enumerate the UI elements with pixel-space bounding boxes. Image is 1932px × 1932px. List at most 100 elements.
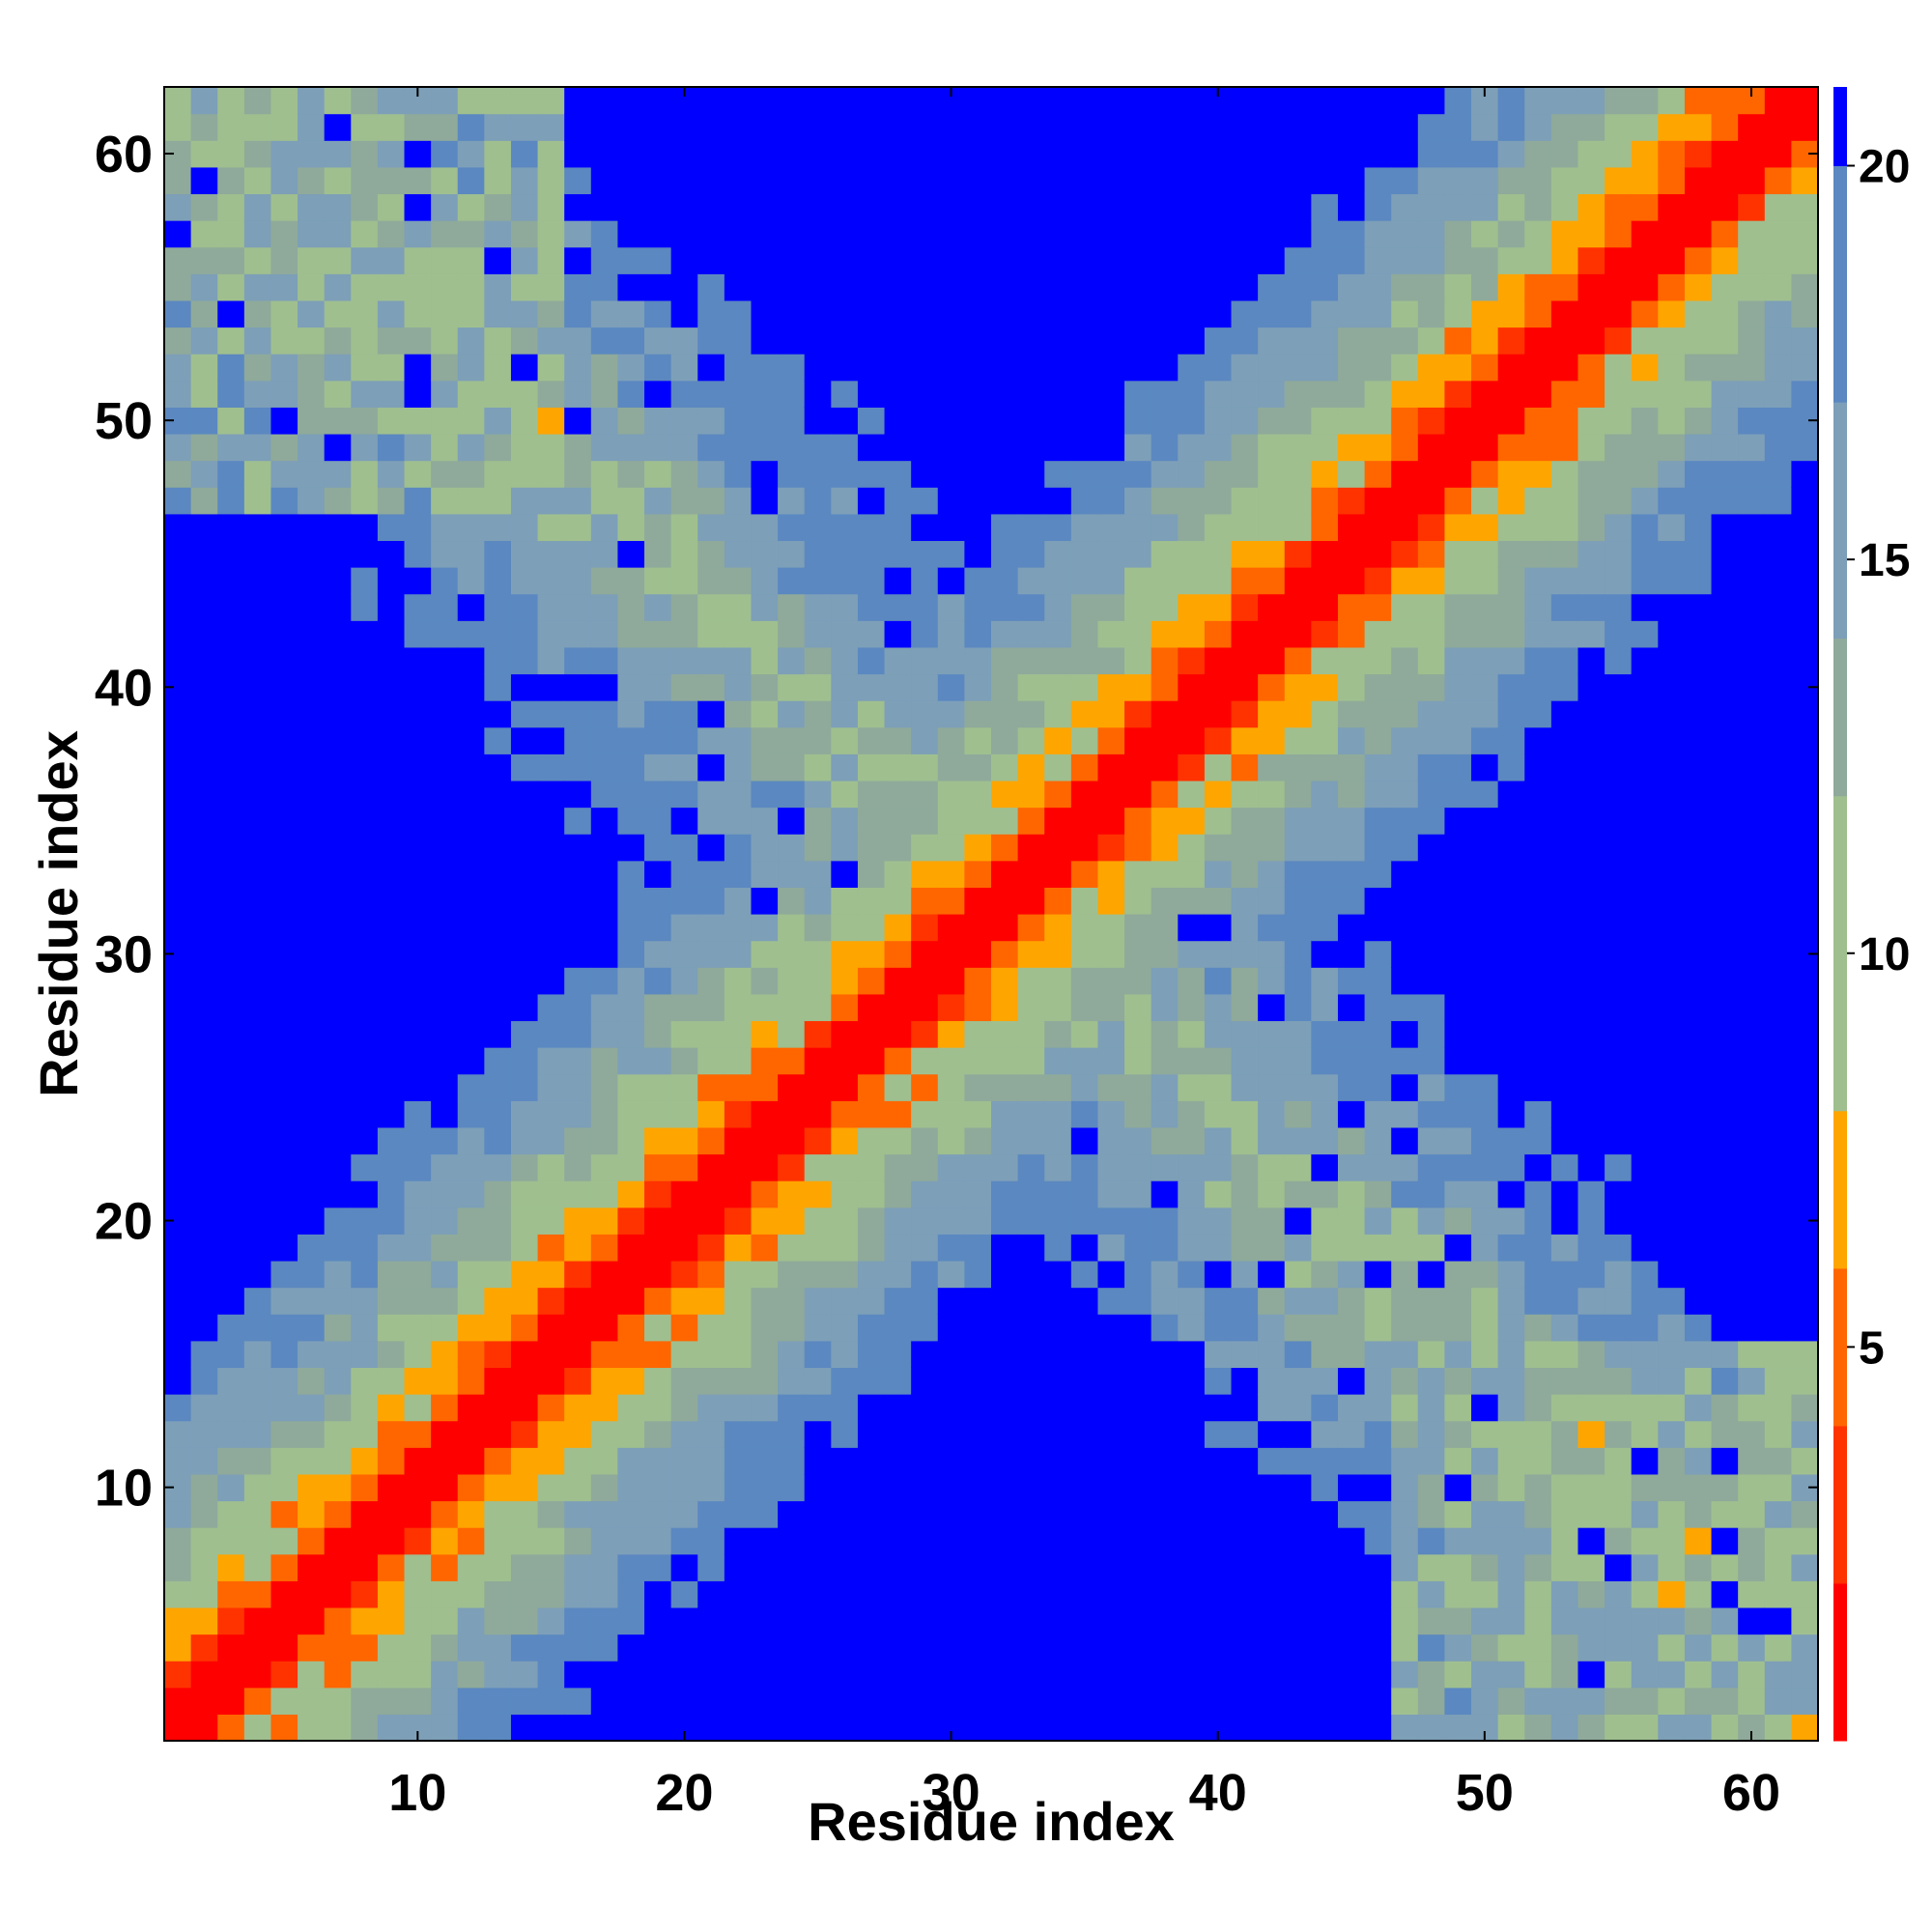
heatmap-cell	[1417, 1180, 1446, 1208]
heatmap-cell	[1471, 1340, 1499, 1369]
heatmap-cell	[1231, 87, 1259, 115]
heatmap-cell	[1711, 1314, 1739, 1342]
heatmap-cell	[1417, 193, 1446, 221]
heatmap-cell	[617, 1234, 645, 1262]
heatmap-cell	[1444, 299, 1472, 328]
heatmap-cell	[1151, 1047, 1179, 1075]
heatmap-cell	[1178, 193, 1206, 221]
heatmap-cell	[1070, 780, 1099, 809]
heatmap-cell	[1711, 940, 1739, 968]
heatmap-cell	[1791, 887, 1819, 915]
heatmap-cell	[1417, 1606, 1446, 1635]
heatmap-cell	[1631, 1153, 1659, 1181]
heatmap-cell	[404, 834, 432, 862]
heatmap-cell	[1417, 753, 1446, 781]
heatmap-cell	[1631, 1580, 1659, 1608]
heatmap-cell	[1231, 700, 1259, 728]
heatmap-cell	[324, 1687, 352, 1715]
heatmap-cell	[1391, 1234, 1419, 1262]
heatmap-cell	[670, 1606, 698, 1635]
heatmap-cell	[270, 1500, 298, 1528]
heatmap-cell	[484, 567, 512, 595]
heatmap-cell	[243, 407, 272, 435]
heatmap-cell	[617, 780, 645, 809]
heatmap-cell	[1044, 1580, 1072, 1608]
heatmap-cell	[1658, 113, 1686, 141]
heatmap-cell	[1417, 433, 1446, 462]
heatmap-cell	[1550, 1073, 1579, 1101]
heatmap-cell	[1097, 140, 1125, 168]
heatmap-cell	[1764, 1126, 1792, 1155]
heatmap-cell	[1311, 646, 1339, 675]
heatmap-cell	[697, 327, 725, 355]
heatmap-cell	[831, 380, 859, 408]
heatmap-cell	[270, 914, 298, 942]
heatmap-cell	[590, 567, 619, 595]
heatmap-cell	[644, 1473, 672, 1502]
heatmap-cell	[377, 273, 406, 301]
heatmap-cell	[351, 1047, 379, 1075]
heatmap-cell	[1444, 487, 1472, 515]
heatmap-cell	[404, 220, 432, 248]
heatmap-cell	[751, 354, 779, 382]
heatmap-cell	[1097, 487, 1125, 515]
heatmap-cell	[1711, 887, 1739, 915]
heatmap-cell	[670, 246, 698, 274]
heatmap-cell	[1711, 646, 1739, 675]
heatmap-cell	[831, 1260, 859, 1289]
heatmap-cell	[1444, 140, 1472, 168]
heatmap-cell	[537, 273, 565, 301]
heatmap-cell	[778, 673, 806, 701]
heatmap-cell	[377, 567, 406, 595]
heatmap-cell	[1684, 780, 1713, 809]
heatmap-cell	[831, 1634, 859, 1662]
heatmap-cell	[1711, 1100, 1739, 1128]
heatmap-cell	[644, 1367, 672, 1395]
heatmap-cell	[457, 1287, 485, 1315]
heatmap-cell	[697, 513, 725, 542]
heatmap-cell	[1497, 354, 1525, 382]
heatmap-cell	[1497, 1420, 1525, 1448]
heatmap-cell	[1497, 1500, 1525, 1528]
heatmap-cell	[1631, 140, 1659, 168]
heatmap-cell	[590, 1073, 619, 1101]
heatmap-cell	[1417, 807, 1446, 835]
heatmap-cell	[1017, 1714, 1045, 1742]
heatmap-cell	[1070, 567, 1099, 595]
heatmap-cell	[1284, 780, 1312, 809]
heatmap-cell	[1124, 1073, 1152, 1101]
heatmap-cell	[991, 1100, 1019, 1128]
heatmap-cell	[1738, 1100, 1766, 1128]
heatmap-cell	[644, 327, 672, 355]
heatmap-cell	[1284, 1234, 1312, 1262]
heatmap-cell	[1311, 1714, 1339, 1742]
heatmap-cell	[1550, 887, 1579, 915]
heatmap-cell	[1658, 513, 1686, 542]
heatmap-cell	[1044, 860, 1072, 888]
heatmap-cell	[1364, 620, 1392, 648]
heatmap-cell	[1791, 1260, 1819, 1289]
heatmap-cell	[911, 540, 939, 568]
heatmap-cell	[484, 193, 512, 221]
heatmap-cell	[510, 967, 539, 995]
heatmap-cell	[457, 1207, 485, 1235]
heatmap-cell	[1017, 487, 1045, 515]
heatmap-cell	[991, 1260, 1019, 1289]
heatmap-cell	[1524, 1553, 1552, 1581]
heatmap-cell	[857, 700, 886, 728]
heatmap-cell	[778, 1687, 806, 1715]
heatmap-cell	[431, 1527, 459, 1555]
heatmap-cell	[1258, 1314, 1286, 1342]
heatmap-cell	[857, 513, 886, 542]
heatmap-cell	[1337, 1314, 1366, 1342]
heatmap-cell	[1151, 1580, 1179, 1608]
heatmap-cell	[1471, 1367, 1499, 1395]
heatmap-cell	[270, 113, 298, 141]
heatmap-cell	[270, 1553, 298, 1581]
heatmap-cell	[1791, 1580, 1819, 1608]
heatmap-cell	[190, 1367, 218, 1395]
heatmap-cell	[937, 1073, 965, 1101]
heatmap-cell	[1017, 273, 1045, 301]
heatmap-cell	[1284, 700, 1312, 728]
heatmap-cell	[1791, 327, 1819, 355]
